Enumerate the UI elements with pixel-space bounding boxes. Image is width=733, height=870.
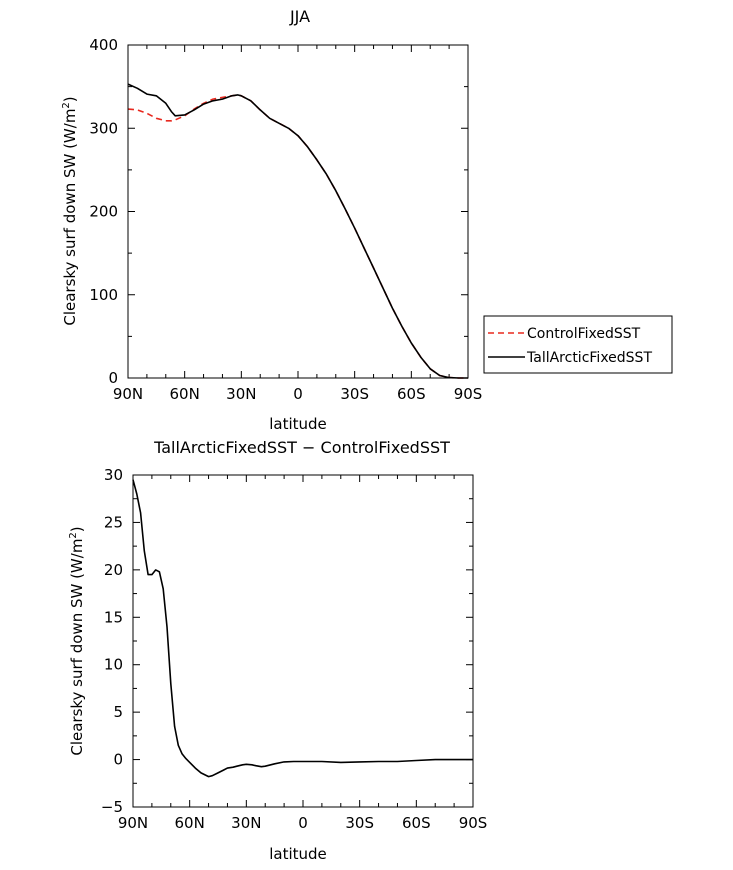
top-x-tick-label: 30N [226,385,256,403]
top-panel: JJA 90N 60N 30N 0 30S 60S 90S 0 100 200 300 400 lat… [61,7,673,433]
bottom-panel: TallArcticFixedSST − ControlFixedSST 90N… [68,438,487,863]
bottom-y-tick-label: 20 [104,561,123,579]
top-y-tick-label: 100 [89,286,118,304]
bottom-series-line-difference [132,479,473,778]
bottom-y-axis-title: Clearsky surf down SW (W/m2) [68,526,86,755]
bottom-x-axis-title: latitude [269,845,327,863]
bottom-x-tick-label: 0 [298,814,308,832]
bottom-y-tick-label: 10 [104,656,123,674]
top-y-axis-title: Clearsky surf down SW (W/m2) [61,96,79,325]
bottom-x-tick-label: 30N [231,814,261,832]
bottom-x-tick-label: 60N [175,814,205,832]
bottom-y-tick-label: 5 [113,703,123,721]
top-y-tick-label: 300 [89,119,118,137]
bottom-y-tick-label: −5 [101,798,123,816]
top-x-tick-label: 90S [454,385,483,403]
legend-label-control: ControlFixedSST [527,326,641,342]
top-y-tick-label: 0 [108,369,118,387]
bottom-x-tick-label: 90S [459,814,488,832]
legend-box [483,315,673,374]
bottom-y-tick-label: 0 [113,751,123,769]
top-x-tick-label: 60N [170,385,200,403]
top-x-tick-label: 0 [293,385,303,403]
top-x-tick-label: 60S [397,385,426,403]
bottom-y-tick-label: 30 [104,466,123,484]
bottom-chart-title: TallArcticFixedSST − ControlFixedSST [153,438,450,457]
legend: ControlFixedSST TallArcticFixedSST [483,315,673,374]
top-chart-title: JJA [289,7,310,26]
top-x-tick-label: 90N [113,385,143,403]
top-series-line-tallarcticfixedsst [127,83,468,379]
bottom-plot-frame [132,474,474,808]
top-plot-frame [127,44,469,379]
top-y-tick-label: 400 [89,36,118,54]
bottom-x-tick-label: 30S [345,814,374,832]
top-x-tick-label: 30S [340,385,369,403]
legend-label-tallarctic: TallArcticFixedSST [526,350,652,366]
top-x-axis-title: latitude [269,415,327,433]
bottom-y-tick-label: 15 [104,608,123,626]
top-y-tick-label: 200 [89,203,118,221]
bottom-y-tick-label: 25 [104,513,123,531]
bottom-x-tick-label: 60S [402,814,431,832]
bottom-x-tick-label: 90N [118,814,148,832]
top-series-line-controlfixedsst [127,94,468,379]
